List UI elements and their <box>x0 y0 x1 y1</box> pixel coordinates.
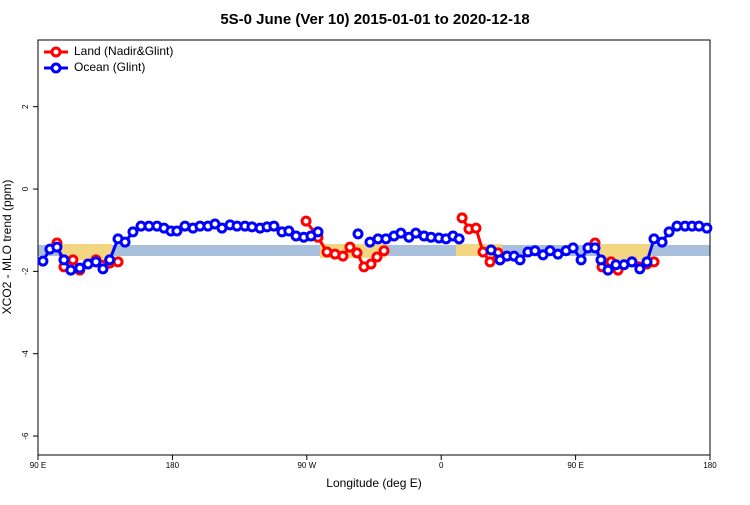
y-tick-label: -6 <box>21 432 30 440</box>
data-point <box>67 254 79 266</box>
data-point <box>514 254 526 266</box>
data-point <box>97 263 109 275</box>
data-point <box>171 225 183 237</box>
data-point <box>112 256 124 268</box>
land-patch <box>600 244 652 260</box>
data-point <box>51 241 63 253</box>
x-tick-label: 90 E <box>567 461 583 470</box>
data-point <box>575 254 587 266</box>
data-point <box>365 258 377 270</box>
plot-area <box>37 212 713 276</box>
data-point <box>567 242 579 254</box>
x-tick-label: 180 <box>166 461 180 470</box>
legend: Land (Nadir&Glint) Ocean (Glint) <box>44 44 173 74</box>
data-point <box>371 251 383 263</box>
data-point <box>90 256 102 268</box>
x-axis-label: Longitude (deg E) <box>326 476 421 490</box>
data-point <box>529 245 541 257</box>
data-point <box>378 245 390 257</box>
y-tick-label: 0 <box>21 186 30 191</box>
data-point <box>626 256 638 268</box>
data-point <box>641 256 653 268</box>
legend-label: Ocean (Glint) <box>74 60 145 74</box>
data-point <box>602 264 614 276</box>
data-point <box>701 222 713 234</box>
y-axis-label: XCO2 - MLO trend (ppm) <box>0 180 14 315</box>
legend-marker <box>50 62 62 74</box>
x-tick-label: 0 <box>439 461 444 470</box>
data-point <box>74 262 86 274</box>
legend-label: Land (Nadir&Glint) <box>74 44 173 58</box>
data-point <box>456 212 468 224</box>
data-point <box>300 215 312 227</box>
data-point <box>663 226 675 238</box>
data-point <box>58 254 70 266</box>
data-point <box>37 255 49 267</box>
data-point <box>595 254 607 266</box>
data-point <box>119 236 131 248</box>
data-point <box>352 228 364 240</box>
data-point <box>283 225 295 237</box>
data-point <box>337 250 349 262</box>
data-point <box>127 226 139 238</box>
data-point <box>634 263 646 275</box>
data-point <box>453 233 465 245</box>
data-point <box>485 244 497 256</box>
data-point <box>470 222 482 234</box>
data-point <box>656 236 668 248</box>
x-tick-label: 180 <box>703 461 717 470</box>
data-point <box>351 247 363 259</box>
y-tick-label: -4 <box>21 350 30 358</box>
data-point <box>65 264 77 276</box>
y-tick-label: 2 <box>21 104 30 109</box>
data-point <box>104 254 116 266</box>
y-tick-label: -2 <box>21 267 30 275</box>
legend-marker <box>50 46 62 58</box>
data-point <box>589 242 601 254</box>
chart-title: 5S-0 June (Ver 10) 2015-01-01 to 2020-12… <box>220 11 529 28</box>
x-tick-label: 90 E <box>30 461 46 470</box>
data-point <box>268 220 280 232</box>
plot-frame <box>37 39 711 456</box>
data-point <box>344 241 356 253</box>
data-point <box>395 227 407 239</box>
data-point <box>484 256 496 268</box>
x-tick-label: 90 W <box>297 461 316 470</box>
data-point <box>312 226 324 238</box>
